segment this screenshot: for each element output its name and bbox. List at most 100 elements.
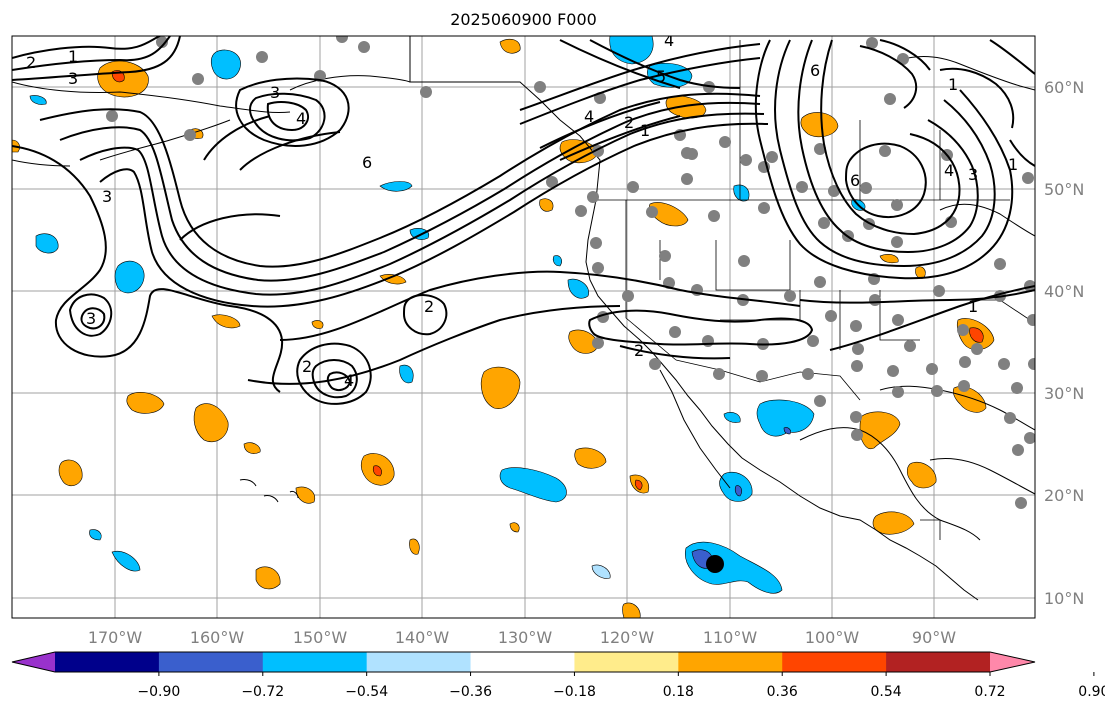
anomaly-blob <box>379 181 413 192</box>
anomaly-blob <box>734 485 742 497</box>
lon-label: 160°W <box>190 628 245 647</box>
anomaly-blob <box>665 95 707 119</box>
colorbar: −0.90 −0.72 −0.54 −0.36 −0.18 0.18 0.36 0.54 0.7… <box>11 651 1105 700</box>
lon-label: 150°W <box>293 628 348 647</box>
contour-label: 4 <box>944 161 954 180</box>
colorbar-segment <box>55 652 160 672</box>
anomaly-blob <box>372 465 382 477</box>
anomaly-blob <box>859 411 901 450</box>
anomaly-blob <box>311 320 324 329</box>
contour-label: 3 <box>270 83 280 102</box>
contour-label: 3 <box>102 187 112 206</box>
contour-label: 5 <box>656 67 666 86</box>
anomaly-blob <box>800 112 839 138</box>
contour-label: 1 <box>948 75 958 94</box>
contour-label: 6 <box>362 153 372 172</box>
height-contours <box>12 36 1035 405</box>
lon-label: 120°W <box>600 628 655 647</box>
colorbar-tick-label: 0.36 <box>767 684 798 700</box>
contour-labels: 2 1 3 4 3 6 3 2 2 3 4 2 2 1 4 5 1 4 6 6 … <box>26 31 1018 390</box>
anomaly-blob <box>89 529 102 541</box>
lat-label: 10°N <box>1044 589 1084 608</box>
anomaly-blob <box>906 462 937 489</box>
colorbar-segment <box>886 652 991 672</box>
contour-label: 4 <box>344 371 354 390</box>
anomaly-blob <box>193 403 229 442</box>
anomaly-blob <box>539 198 554 212</box>
anomaly-blob <box>509 522 520 533</box>
contour-label: 2 <box>634 341 644 360</box>
lon-label: 170°W <box>88 628 143 647</box>
anomaly-blob <box>243 442 261 454</box>
storm-center-marker <box>706 555 724 573</box>
colorbar-extend-high <box>990 652 1035 672</box>
colorbar-tick-label: 0.90 <box>1078 684 1105 700</box>
contour-label: 4 <box>664 31 674 50</box>
anomaly-blob <box>552 255 562 267</box>
contour-label: 1 <box>640 121 650 140</box>
anomaly-blob <box>114 260 145 294</box>
anomaly-blob <box>568 329 599 354</box>
lon-label: 90°W <box>912 628 956 647</box>
lon-label: 130°W <box>498 628 553 647</box>
anomaly-blob <box>969 327 984 343</box>
anomaly-blob <box>58 459 83 487</box>
colorbar-tick-label: −0.90 <box>137 684 180 700</box>
colorbar-tick-label: −0.54 <box>345 684 388 700</box>
anomaly-blob <box>634 479 643 491</box>
anomaly-blob <box>210 49 241 80</box>
anomaly-blob <box>879 254 899 264</box>
anomaly-blob <box>379 274 407 285</box>
anomaly-blob <box>111 550 141 572</box>
lat-label: 60°N <box>1044 78 1084 97</box>
anomaly-blob <box>647 63 693 88</box>
map-frame <box>11 35 1036 619</box>
colorbar-segment <box>366 652 472 672</box>
colorbar-tick-label: 0.18 <box>663 684 694 700</box>
anomaly-blob <box>499 38 521 54</box>
longitude-labels: 170°W 160°W 150°W 140°W 130°W 120°W 110°… <box>88 628 956 647</box>
contour-label: 2 <box>424 297 434 316</box>
anomaly-blob <box>952 386 987 413</box>
political-borders <box>596 40 1031 540</box>
contour-label: 3 <box>968 165 978 184</box>
contour-label: 2 <box>26 53 36 72</box>
anomaly-blob <box>35 233 59 254</box>
anomaly-blob <box>609 36 654 65</box>
colorbar-extend-low <box>12 652 55 672</box>
contour-label: 4 <box>584 107 594 126</box>
anomaly-blob <box>255 566 281 590</box>
anomaly-blob <box>783 427 791 435</box>
anomaly-blob <box>211 314 241 329</box>
contour-label: 1 <box>68 47 78 66</box>
contour-label: 4 <box>296 109 306 128</box>
anomaly-blob <box>622 602 641 618</box>
lon-label: 140°W <box>395 628 450 647</box>
anomaly-blob <box>29 95 47 105</box>
anomaly-blob <box>723 412 741 423</box>
contour-label: 3 <box>68 69 78 88</box>
colorbar-tick-label: −0.18 <box>553 684 596 700</box>
anomaly-blob <box>872 511 915 535</box>
latitude-labels: 60°N 50°N 40°N 30°N 20°N 10°N <box>1044 78 1084 608</box>
anomaly-blob <box>499 467 567 503</box>
anomaly-blob <box>295 486 316 504</box>
anomaly-blob <box>399 364 414 384</box>
colorbar-tick-label: 0.72 <box>974 684 1005 700</box>
anomaly-blob <box>409 538 420 555</box>
anomaly-blob <box>915 266 926 279</box>
contour-label: 6 <box>850 171 860 190</box>
contour-label: 1 <box>1008 155 1018 174</box>
contour-label: 2 <box>624 113 634 132</box>
colorbar-segment <box>158 652 264 672</box>
colorbar-segment <box>470 652 575 672</box>
anomaly-blob <box>733 184 750 202</box>
contour-label: 2 <box>302 357 312 376</box>
colorbar-segment <box>678 652 783 672</box>
colorbar-tick-label: 0.54 <box>871 684 902 700</box>
map-title: 2025060900 F000 <box>450 10 597 29</box>
anomaly-blob <box>481 366 521 409</box>
colorbar-segment <box>782 652 887 672</box>
lat-label: 50°N <box>1044 180 1084 199</box>
